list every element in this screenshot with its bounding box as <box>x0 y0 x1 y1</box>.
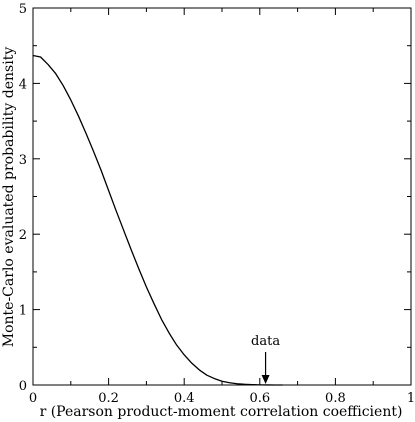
density-curve <box>32 54 283 386</box>
x-tick-label: 0.2 <box>98 391 119 406</box>
y-tick-label: 4 <box>19 77 27 92</box>
y-tick-label: 1 <box>19 304 27 319</box>
y-tick-label: 3 <box>19 153 27 168</box>
x-axis-label: r (Pearson product-moment correlation co… <box>40 404 403 420</box>
plot-frame <box>32 7 412 386</box>
y-axis-label: Monte-Carlo evaluated probability densit… <box>1 47 17 348</box>
x-tick-label: 0.4 <box>174 391 195 406</box>
x-tick-label: 1 <box>407 391 415 406</box>
x-tick-label: 0.6 <box>249 391 270 406</box>
plot-area: 0 0.2 0.4 0.6 0.8 1 0 1 2 3 4 5 data <box>19 2 415 406</box>
y-tick-label: 5 <box>19 2 27 17</box>
x-tick-label: 0 <box>29 391 37 406</box>
x-tick-label: 0.8 <box>325 391 346 406</box>
y-tick-label: 0 <box>19 379 27 394</box>
data-annotation-arrow-head <box>261 375 270 384</box>
data-annotation-label: data <box>251 334 280 349</box>
y-tick-label: 2 <box>19 228 27 243</box>
